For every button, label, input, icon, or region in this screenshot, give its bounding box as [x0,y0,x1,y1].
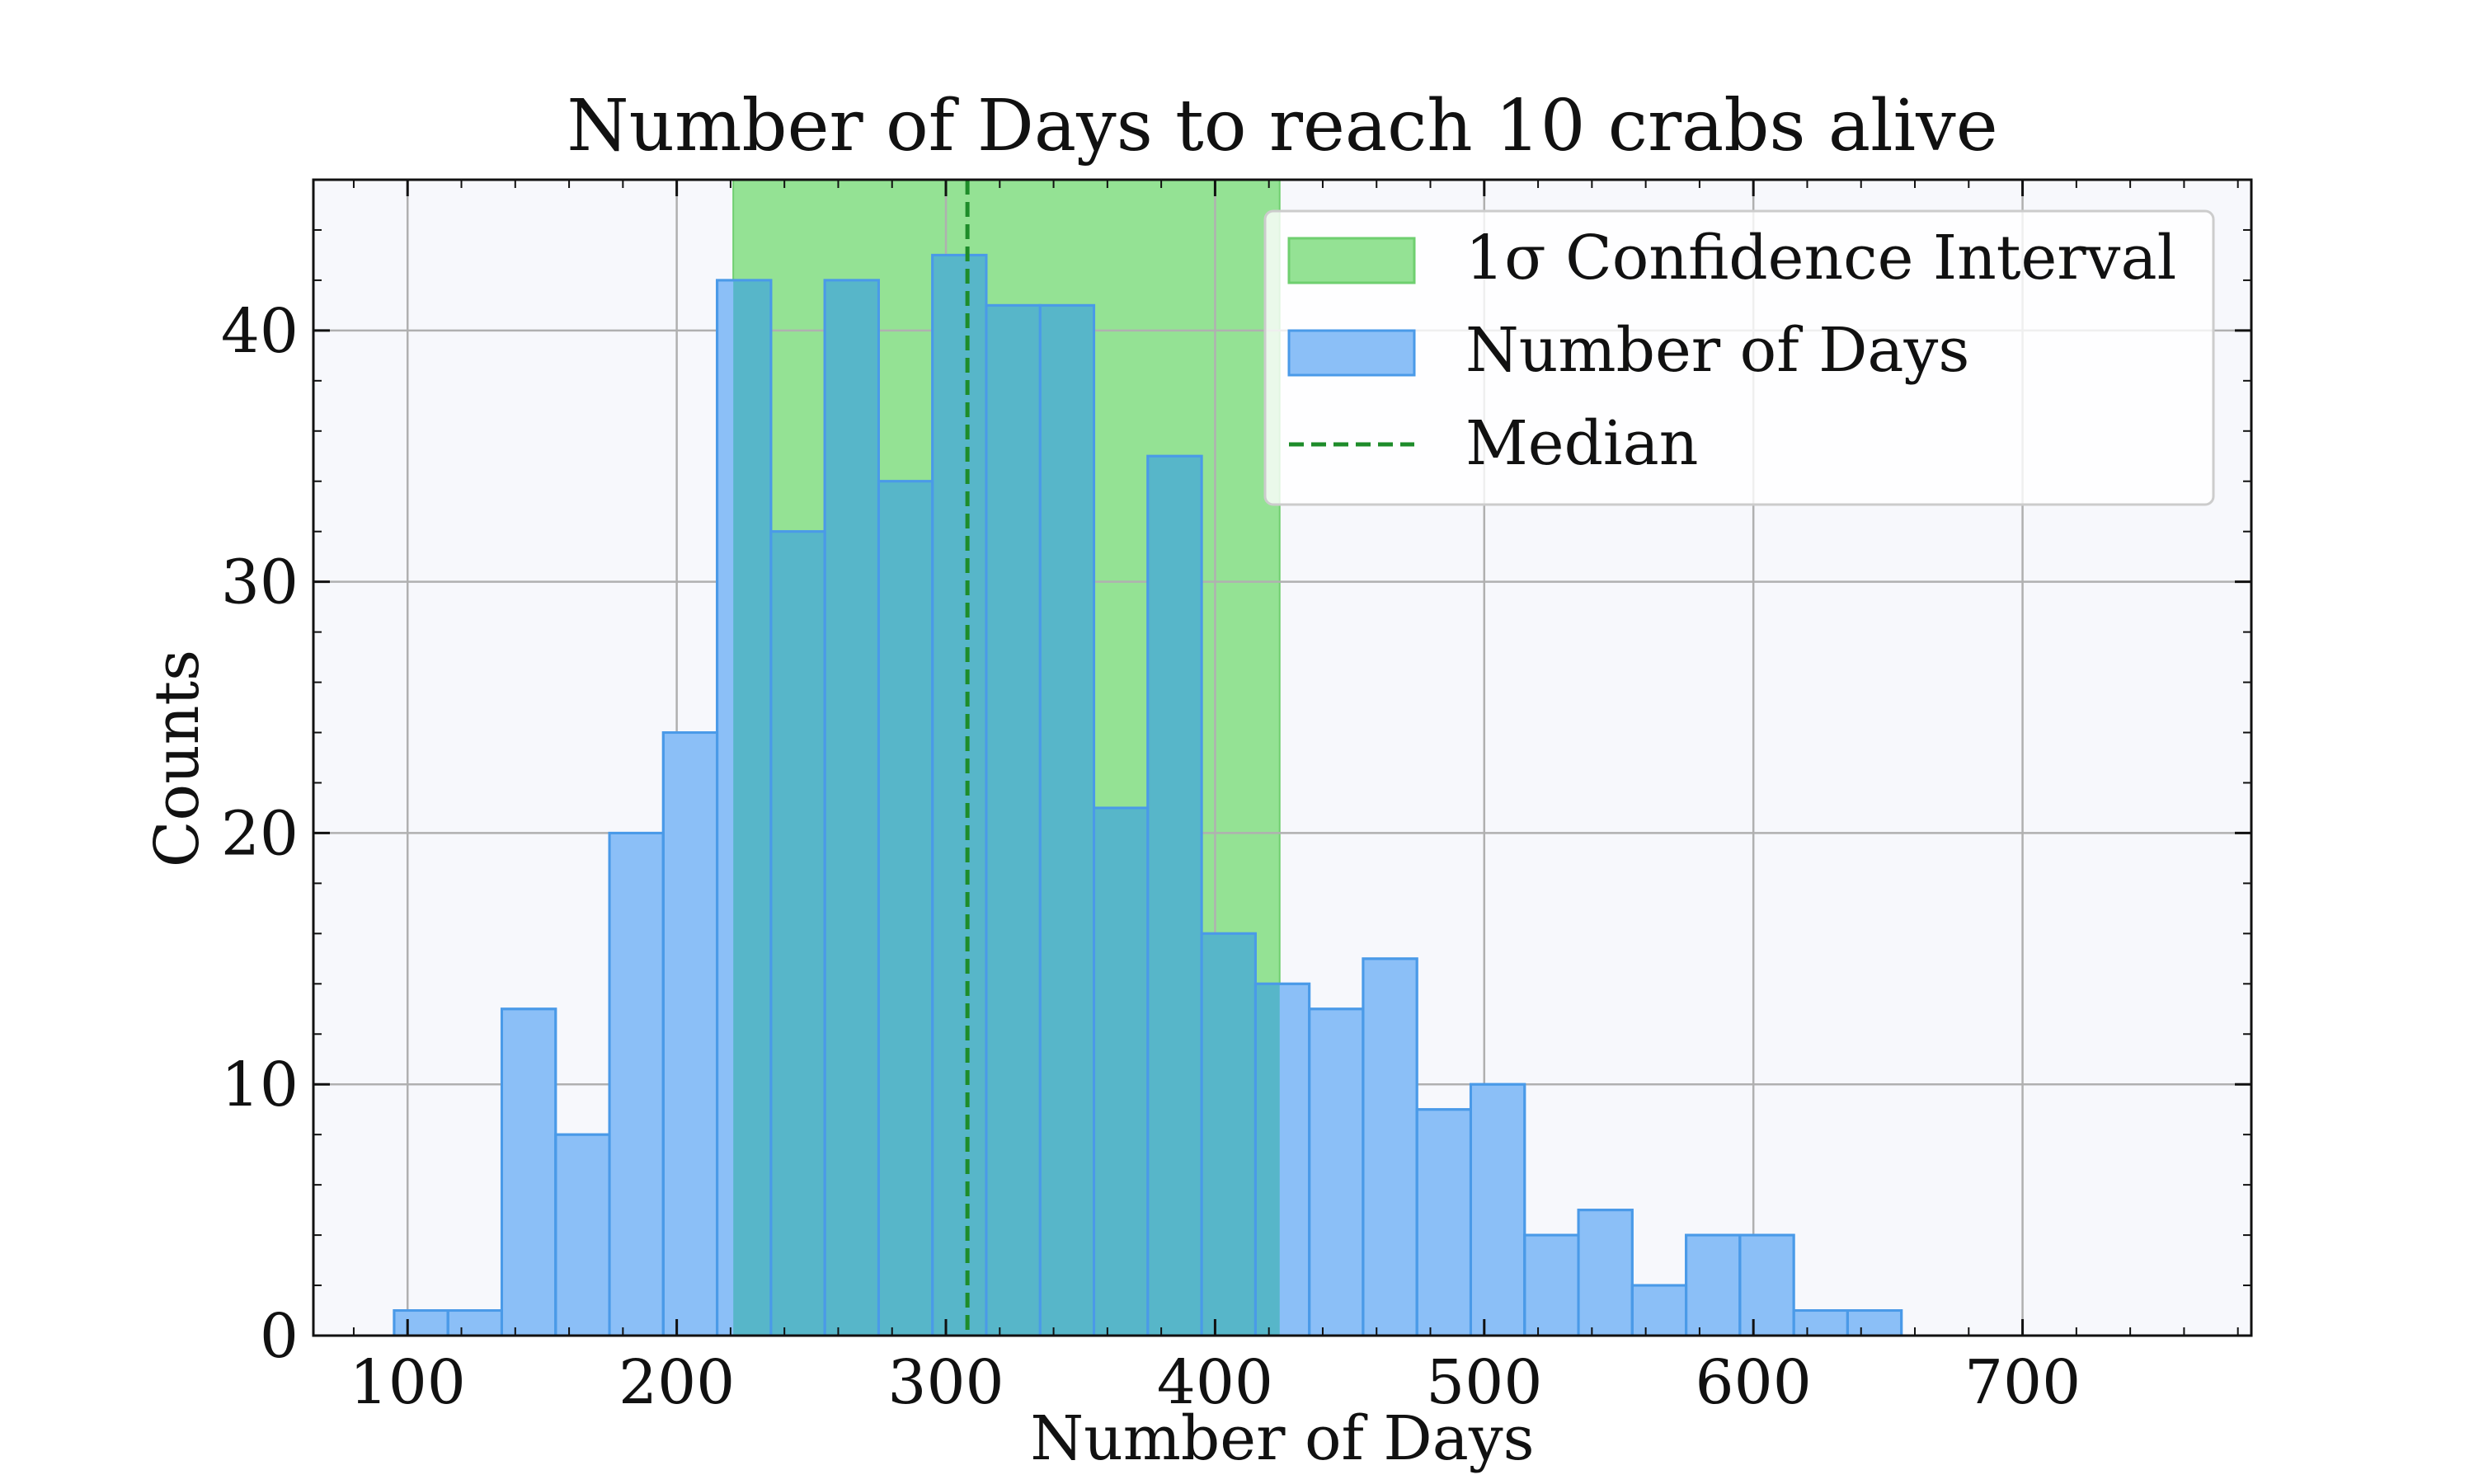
y-tick-label: 30 [221,547,299,618]
x-tick-label: 600 [1696,1347,1812,1418]
y-axis-label: Counts [142,650,213,867]
histogram-bar [1362,957,1418,1337]
legend-label-confidence-interval: 1σ Confidence Interval [1465,223,2176,294]
histogram-bar [554,1133,611,1337]
x-tick-label: 700 [1964,1347,2081,1418]
x-tick-label: 500 [1426,1347,1542,1418]
histogram-bar [393,1309,449,1337]
y-tick-label: 0 [260,1301,299,1372]
histogram-bar [1792,1309,1849,1337]
histogram-bar [1630,1284,1688,1337]
histogram-bar-overlap [733,279,771,1336]
x-tick-label: 200 [618,1347,735,1418]
chart-title: Number of Days to reach 10 crabs alive [567,85,1997,167]
x-tick-label: 100 [350,1347,466,1418]
histogram-bar [1685,1233,1742,1337]
histogram-bar-overlap [1147,456,1202,1336]
histogram-bar [1523,1233,1580,1337]
histogram-bar-overlap [1040,305,1094,1336]
histogram-bar-overlap [878,481,933,1336]
legend-label-number-of-days: Number of Days [1465,315,1969,386]
y-tick-label: 40 [221,296,299,367]
histogram-bar-overlap [1255,984,1280,1336]
histogram-bar [661,731,719,1337]
histogram-bar-overlap [770,531,825,1336]
histogram-bar-overlap [985,305,1041,1336]
plot-frame [312,178,2253,1337]
histogram-bar-overlap [1094,807,1148,1336]
legend-swatch-number-of-days [1287,329,1416,377]
y-tick-label: 20 [221,798,299,869]
histogram-bar [1738,1233,1795,1337]
legend: 1σ Confidence Interval Number of Days Me… [1263,209,2215,506]
histogram-bar-overlap [825,279,879,1336]
histogram-bar [1577,1209,1634,1337]
x-tick-label: 300 [887,1347,1004,1418]
histogram-bar [1308,1007,1365,1337]
histogram-bar [1415,1108,1472,1337]
histogram-bar [500,1007,557,1337]
histogram-bar [608,831,665,1337]
histogram-bar [446,1309,503,1337]
histogram-bar-overlap [1202,933,1256,1336]
histogram-bar-overlap [932,255,986,1336]
y-tick-label: 10 [221,1050,299,1120]
legend-box [1263,209,2215,506]
legend-label-median: Median [1465,408,1698,479]
histogram-bar [1846,1309,1903,1337]
x-tick-label: 400 [1157,1347,1273,1418]
legend-swatch-confidence-interval [1287,237,1416,284]
histogram-bar [1469,1082,1526,1337]
x-axis-label: Number of Days [1030,1403,1534,1474]
